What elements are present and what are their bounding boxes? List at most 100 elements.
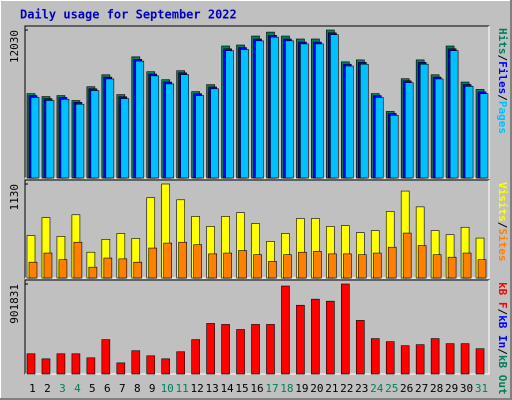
x-tick-label: 22 — [340, 382, 353, 395]
x-tick-label: 7 — [119, 382, 126, 395]
bar — [462, 252, 472, 279]
x-tick-label: 18 — [280, 382, 293, 395]
bar — [417, 245, 427, 279]
bar — [133, 261, 143, 279]
bar — [103, 257, 113, 279]
bar — [43, 252, 53, 279]
x-tick-label: 21 — [325, 382, 338, 395]
bar — [357, 254, 367, 279]
legend-entry: Hits — [496, 28, 509, 55]
bar — [176, 351, 185, 375]
bar — [88, 266, 98, 279]
bar — [374, 97, 384, 179]
bar — [28, 261, 38, 279]
x-tick-label: 12 — [191, 382, 204, 395]
label-separator: / — [496, 55, 509, 62]
bar — [58, 259, 68, 279]
bar — [195, 95, 204, 179]
bar — [90, 90, 100, 179]
bar — [191, 339, 200, 375]
bar — [345, 65, 354, 179]
bar — [268, 261, 277, 279]
bar — [73, 241, 83, 279]
x-tick-label: 28 — [430, 382, 443, 395]
bar — [238, 250, 247, 279]
bar — [150, 75, 160, 179]
bar — [281, 285, 290, 375]
label-separator: / — [496, 94, 509, 101]
y-tick-label: 1130 — [8, 184, 21, 211]
bar — [45, 100, 55, 179]
x-tick-label: 6 — [104, 382, 111, 395]
y-axis-label: kB F/kB In/kB Out — [496, 282, 509, 395]
bar — [178, 241, 187, 279]
x-tick-label: 2 — [44, 382, 51, 395]
bar — [60, 98, 70, 179]
x-tick-label: 29 — [445, 382, 458, 395]
y-tick-label: 12030 — [8, 30, 21, 63]
bar — [116, 362, 126, 375]
bar — [283, 254, 292, 279]
x-tick-label: 8 — [134, 382, 141, 395]
x-tick-label: 17 — [265, 382, 278, 395]
x-tick-label: 1 — [29, 382, 36, 395]
x-tick-label: 25 — [385, 382, 398, 395]
bar — [434, 78, 444, 179]
x-tick-label: 9 — [149, 382, 156, 395]
x-tick-label: 5 — [89, 382, 96, 395]
bar — [341, 283, 350, 375]
x-tick-label: 3 — [59, 382, 66, 395]
bar — [101, 339, 111, 375]
legend-entry: kB Out — [496, 355, 509, 395]
x-tick-label: 20 — [310, 382, 323, 395]
x-tick-label: 23 — [355, 382, 368, 395]
bar — [447, 256, 457, 279]
bar — [105, 78, 115, 179]
bar — [477, 259, 487, 279]
bar — [71, 353, 81, 375]
bar — [415, 344, 425, 375]
label-separator: / — [496, 348, 509, 355]
bar — [419, 63, 429, 179]
bar — [251, 324, 260, 375]
label-separator: / — [496, 309, 509, 316]
bar — [240, 49, 249, 179]
bar — [326, 300, 335, 375]
bar — [298, 251, 307, 279]
bar — [285, 40, 294, 179]
y-axis-label: Visits/Sites — [496, 182, 509, 262]
x-tick-label: 15 — [235, 382, 248, 395]
bar — [370, 338, 380, 375]
label-separator: / — [496, 222, 509, 229]
bar — [311, 298, 320, 375]
x-tick-label: 31 — [475, 382, 488, 395]
x-tick-label: 13 — [205, 382, 218, 395]
legend-entry: Pages — [496, 101, 509, 134]
bar — [208, 253, 217, 279]
bar — [404, 82, 414, 179]
bar — [400, 345, 410, 375]
bar — [445, 343, 455, 375]
legend-entry: Visits — [496, 182, 509, 222]
bar — [163, 242, 173, 279]
x-tick-label: 27 — [415, 382, 428, 395]
x-tick-label: 30 — [460, 382, 473, 395]
bar — [146, 355, 156, 375]
bar — [180, 74, 189, 179]
bar — [161, 358, 171, 375]
bar — [135, 60, 145, 179]
bar — [313, 251, 322, 279]
bar — [223, 252, 232, 279]
bar — [165, 83, 175, 179]
bar — [266, 324, 275, 375]
legend-entry: kB F — [496, 282, 509, 309]
bar — [41, 358, 51, 375]
x-tick-label: 16 — [250, 382, 263, 395]
bar — [296, 304, 305, 375]
bar — [430, 338, 440, 375]
chart-title: Daily usage for September 2022 — [20, 8, 237, 22]
bar — [464, 86, 474, 179]
bar — [315, 43, 324, 179]
bar — [118, 258, 128, 279]
